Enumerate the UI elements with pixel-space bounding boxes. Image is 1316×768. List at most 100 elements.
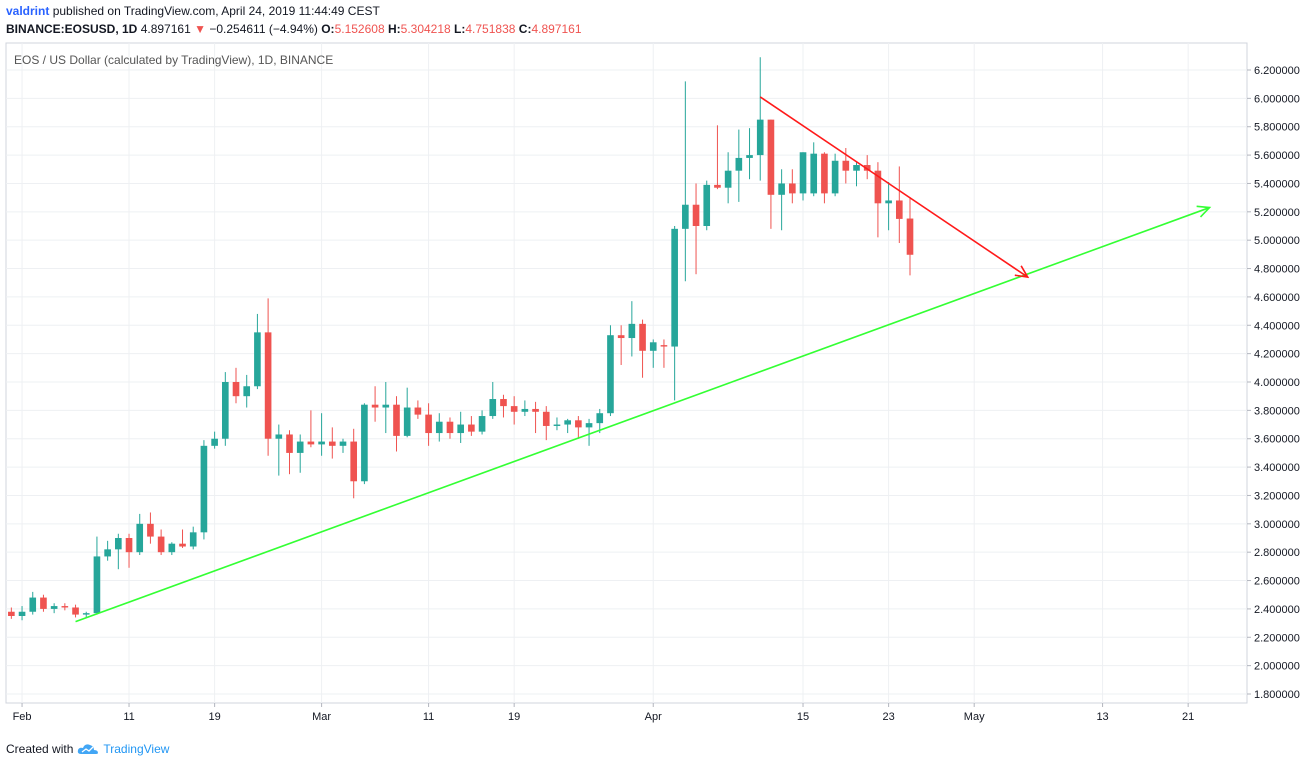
x-tick-label: 11 [423,711,434,723]
symbol-label: BINANCE:EOSUSD, 1D [6,22,138,36]
candle-body-down [874,170,882,204]
open-value: 5.152608 [334,22,385,36]
candle-body-down [542,411,550,426]
candle-body-down [414,407,422,415]
candle-body-down [179,543,186,547]
candle-body-down [393,404,400,436]
candle-body-up [189,532,197,547]
candle-body-down [617,335,625,339]
x-tick-label: 19 [208,711,220,723]
y-tick-label: 4.000000 [1254,377,1300,389]
author-link[interactable]: valdrint [6,4,50,18]
y-tick-label: 4.400000 [1254,320,1300,332]
candle-body-down [789,183,796,194]
candle-body-up [799,152,807,194]
candle-body-up [607,335,614,414]
candle-body-down [660,345,668,347]
candle-body-down [125,538,133,553]
y-tick-label: 4.200000 [1254,349,1300,361]
y-tick-label: 2.400000 [1254,604,1300,616]
y-tick-label: 2.600000 [1254,576,1300,588]
y-tick-label: 3.800000 [1254,405,1300,417]
candle-body-down [510,406,518,412]
y-tick-label: 4.800000 [1254,264,1300,276]
plot-area[interactable] [5,42,1248,704]
y-tick-label: 6.000000 [1254,93,1300,105]
price-chart[interactable]: 6.200000 6.000000 5.800000 5.600000 5.400000… [0,40,1316,735]
candle-body-up [682,204,689,229]
candle-body-up [724,170,732,188]
close-label: C: [518,22,532,36]
candle-body-down [575,420,582,428]
candle-body-up [831,160,839,194]
candle-body-up [93,556,101,614]
y-tick-label: 3.200000 [1254,490,1300,502]
created-with-text: Created with [6,742,74,756]
candle-body-up [735,157,743,171]
low-value: 4.751838 [465,22,516,36]
candle-body-up [361,404,368,482]
y-tick-label: 3.000000 [1254,519,1300,531]
candle-body-up [703,184,711,226]
y-tick-label: 5.000000 [1254,235,1300,247]
candle-body-down [532,408,539,412]
publish-info: valdrint published on TradingView.com, A… [6,4,380,18]
resistance-trendline [759,96,1029,278]
candle-body-up [564,420,571,425]
candle-body-down [639,323,646,351]
candle-body-up [810,153,818,194]
y-tick-label: 3.600000 [1254,434,1300,446]
candle-body-down [61,606,69,608]
last-price: 4.897161 [140,22,191,36]
x-tick-label: Mar [312,711,331,723]
candle-body-up [243,386,251,397]
candle-body-up [521,408,529,412]
candle-body-down [446,421,454,434]
candle-body-up [200,445,208,533]
candle-body-up [649,342,657,351]
price-axis[interactable]: 6.200000 6.000000 5.800000 5.600000 5.400000… [1247,65,1300,701]
tradingview-brand[interactable]: TradingView [103,742,170,756]
candle-body-down [232,382,240,397]
footer: Created with TradingView [6,742,169,756]
candle-body-down [425,414,432,434]
open-label: O: [321,22,335,36]
candle-body-up [50,606,58,609]
x-tick-label: 15 [797,711,809,723]
candle-body-up [489,399,497,417]
candle-body-down [468,424,475,432]
candle-body-down [307,441,315,445]
time-axis[interactable]: Feb 11 19 Mar 11 19 Apr 15 23 May 13 21 [13,703,1195,723]
down-arrow-icon: ▼ [194,22,206,36]
x-tick-label: 11 [123,711,134,723]
candle-body-up [254,332,261,387]
candle-body-up [885,200,892,204]
y-tick-label: 5.400000 [1254,178,1300,190]
candle-body-down [842,160,850,171]
y-tick-label: 1.800000 [1254,689,1300,701]
y-tick-label: 2.000000 [1254,661,1300,673]
candle-body-up [671,228,678,347]
candle-body-down [692,204,700,226]
candle-body-up [82,613,90,615]
candle-body-up [756,119,764,156]
y-tick-label: 4.600000 [1254,292,1300,304]
ohlc-bar: BINANCE:EOSUSD, 1D 4.897161 ▼ −0.254611 … [6,22,582,36]
candle-body-down [328,441,336,446]
candle-body-down [821,153,828,194]
candle-body-down [500,399,507,407]
x-tick-label: Feb [13,711,32,723]
candle-body-up [136,523,144,553]
candle-body-down [767,119,775,195]
candle-body-up [478,416,486,432]
candle-body-down [72,607,79,615]
candle-body-up [339,441,347,446]
candle-body-up [221,382,229,439]
grid [6,43,1247,703]
candle-body-down [371,404,379,408]
y-tick-label: 5.800000 [1254,122,1300,134]
resistance-arrowhead [1014,265,1030,279]
candle-body-up [104,549,111,557]
candle-body-down [286,434,293,453]
candle-body-up [457,424,464,434]
